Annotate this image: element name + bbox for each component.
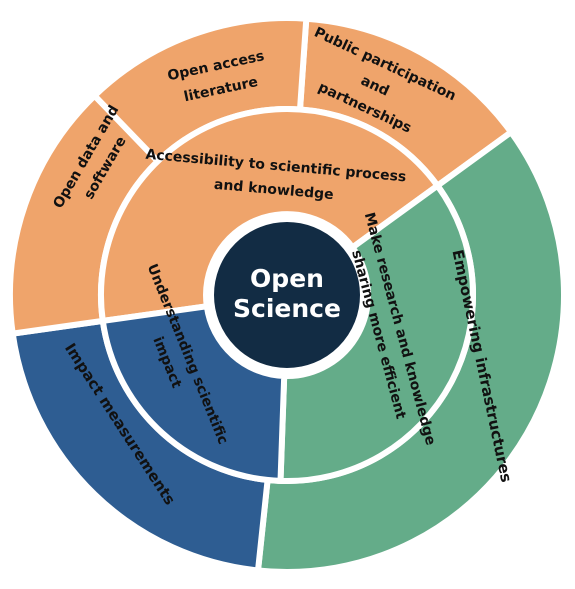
inner-segment-understanding-impact bbox=[99, 302, 288, 485]
inner-segment-research-efficiency bbox=[277, 181, 476, 484]
center-title-line1: Open bbox=[250, 264, 324, 293]
center-title-line2: Science bbox=[233, 294, 341, 323]
inner-segment-accessibility bbox=[98, 106, 442, 325]
center-disc bbox=[208, 216, 366, 374]
